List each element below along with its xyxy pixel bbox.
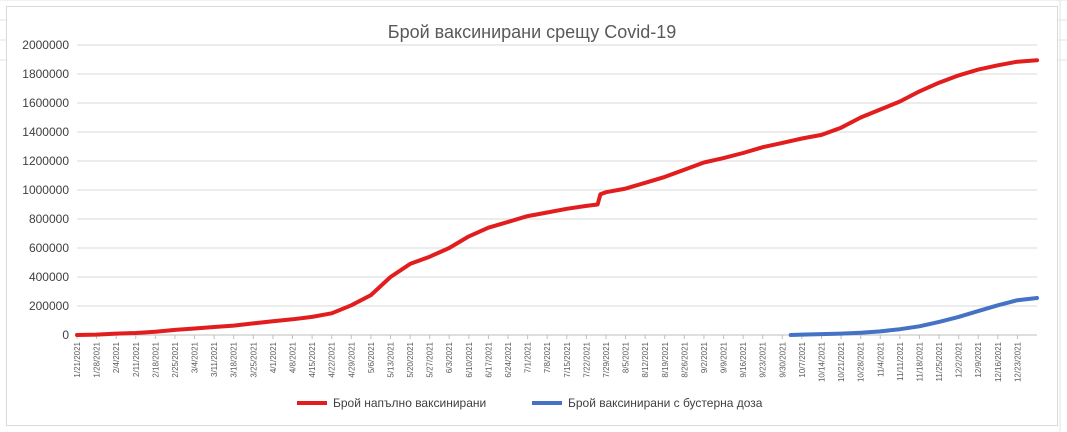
line-chart: Брой ваксинирани срещу Covid-19 0 200000 4… (22, 22, 1039, 410)
x-tick-label: 9/9/2021 (720, 341, 729, 373)
x-tick-label: 11/4/2021 (876, 341, 885, 377)
x-tick-label: 6/10/2021 (465, 341, 474, 377)
x-tick-label: 9/2/2021 (700, 341, 709, 373)
x-tick-label: 4/8/2021 (289, 341, 298, 373)
x-tick-label: 5/20/2021 (406, 341, 415, 377)
y-tick-label: 600000 (29, 241, 69, 255)
x-tick-label: 2/25/2021 (171, 341, 180, 377)
x-axis-ticks: 1/21/2021 1/28/2021 2/4/2021 2/11/2021 2/18/… (73, 335, 1022, 382)
y-axis-ticks: 0 200000 400000 600000 800000 1000000 1200000 1… (22, 38, 69, 342)
y-tick-label: 1200000 (22, 154, 69, 168)
x-tick-label: 10/28/2021 (857, 341, 866, 382)
x-tick-label: 3/25/2021 (249, 341, 258, 377)
x-tick-label: 8/12/2021 (641, 341, 650, 377)
legend-label: Брой ваксинирани с бустерна доза (568, 396, 763, 410)
x-tick-label: 9/16/2021 (739, 341, 748, 377)
x-tick-label: 8/26/2021 (680, 341, 689, 377)
x-tick-label: 1/21/2021 (73, 341, 82, 377)
x-tick-label: 11/11/2021 (896, 341, 905, 380)
x-tick-label: 5/6/2021 (367, 341, 376, 373)
x-tick-label: 12/9/2021 (974, 341, 983, 377)
y-tick-label: 400000 (29, 270, 69, 284)
x-tick-label: 8/19/2021 (661, 341, 670, 377)
legend: Брой напълно ваксинирани Брой ваксинирани… (297, 396, 763, 410)
x-tick-label: 7/1/2021 (524, 341, 533, 373)
x-tick-label: 2/18/2021 (151, 341, 160, 377)
x-tick-label: 4/15/2021 (308, 341, 317, 377)
x-tick-label: 4/29/2021 (347, 341, 356, 377)
x-tick-label: 5/13/2021 (386, 341, 395, 377)
x-tick-label: 2/4/2021 (112, 341, 121, 373)
gridlines (77, 44, 1037, 336)
y-tick-label: 200000 (29, 299, 69, 313)
x-tick-label: 11/18/2021 (915, 341, 924, 381)
x-tick-label: 10/7/2021 (798, 341, 807, 377)
x-tick-label: 7/8/2021 (543, 341, 552, 373)
x-tick-label: 3/4/2021 (191, 341, 200, 373)
series-line-1 (75, 58, 1039, 337)
x-tick-label: 3/11/2021 (210, 341, 219, 377)
x-tick-label: 9/23/2021 (759, 341, 768, 377)
x-tick-label: 12/2/2021 (955, 341, 964, 377)
y-tick-label: 1400000 (22, 125, 69, 139)
x-tick-label: 10/14/2021 (817, 341, 826, 382)
x-tick-label: 3/18/2021 (230, 341, 239, 377)
x-tick-label: 11/25/2021 (935, 341, 944, 381)
x-tick-label: 2/11/2021 (132, 341, 141, 377)
y-tick-label: 1800000 (22, 67, 69, 81)
x-tick-label: 6/3/2021 (445, 341, 454, 373)
x-tick-label: 4/1/2021 (269, 341, 278, 373)
x-tick-label: 6/17/2021 (484, 341, 493, 377)
series-lines (75, 58, 1039, 337)
x-tick-label: 6/24/2021 (504, 341, 513, 377)
x-tick-label: 1/28/2021 (93, 341, 102, 377)
x-tick-label: 7/15/2021 (563, 341, 572, 377)
x-tick-label: 7/22/2021 (582, 341, 591, 377)
y-tick-label: 2000000 (22, 38, 69, 52)
y-tick-label: 800000 (29, 212, 69, 226)
legend-label: Брой напълно ваксинирани (333, 396, 486, 410)
x-tick-label: 7/29/2021 (602, 341, 611, 377)
x-tick-label: 12/23/2021 (1013, 341, 1022, 382)
series-line-2 (788, 296, 1039, 337)
x-tick-label: 5/27/2021 (426, 341, 435, 377)
x-tick-label: 8/5/2021 (622, 341, 631, 373)
chart-title: Брой ваксинирани срещу Covid-19 (388, 22, 676, 42)
y-tick-label: 0 (62, 328, 69, 342)
x-tick-label: 9/30/2021 (778, 341, 787, 377)
y-tick-label: 1000000 (22, 183, 69, 197)
x-tick-label: 10/21/2021 (837, 341, 846, 382)
chart-area[interactable]: Брой ваксинирани срещу Covid-19 0 200000 4… (6, 6, 1058, 426)
x-tick-label: 12/16/2021 (994, 341, 1003, 382)
x-tick-label: 4/22/2021 (328, 341, 337, 377)
y-tick-label: 1600000 (22, 96, 69, 110)
